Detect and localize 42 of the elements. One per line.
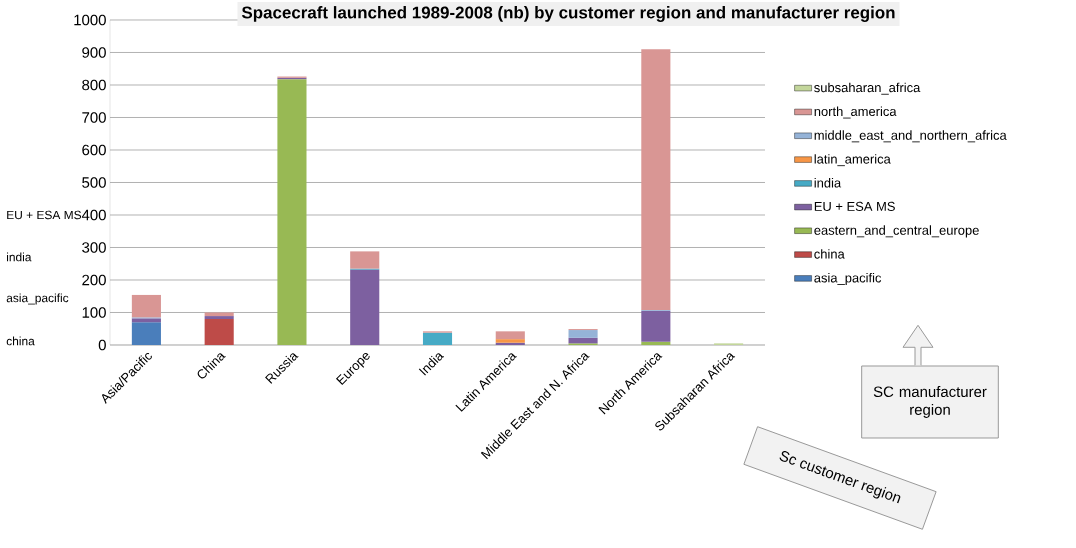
legend-label: middle_east_and_northern_africa	[814, 130, 1007, 143]
y-tick-label: 500	[82, 177, 106, 188]
bar	[350, 251, 380, 269]
y-tick-label: 700	[82, 112, 106, 123]
bar	[641, 310, 671, 342]
bar	[131, 322, 161, 345]
text: asia_pacific	[6, 293, 69, 305]
bar	[568, 330, 598, 338]
legend-label: india	[814, 177, 842, 188]
y-tick-label: 900	[82, 47, 106, 58]
legend-label: EU + ESA MS	[814, 201, 895, 211]
legend-label: subsaharan_africa	[814, 82, 921, 95]
text: EU + ESA MS	[7, 210, 82, 220]
bar	[568, 337, 598, 344]
bar	[204, 312, 234, 317]
bar	[131, 294, 161, 318]
legend-label: latin_america	[814, 154, 891, 167]
y-tick-label: 0	[98, 339, 106, 351]
y-tick-label: 200	[82, 274, 106, 286]
y-tick-label: 300	[82, 242, 106, 253]
bar	[350, 269, 380, 345]
legend-label: asia_pacific	[814, 272, 882, 286]
text: china	[6, 336, 35, 346]
bar	[641, 49, 671, 310]
bar	[641, 341, 671, 345]
bar	[495, 331, 525, 340]
bar	[131, 318, 161, 323]
y-tick-label: 100	[82, 307, 106, 318]
legend-label: china	[814, 249, 845, 259]
text: SC manufacturer region	[873, 386, 987, 418]
y-tick-label: 1000	[74, 14, 106, 26]
bar	[204, 316, 234, 319]
text: india	[7, 252, 32, 262]
y-tick-label: 400	[81, 209, 106, 221]
chart-title: Spacecraft launched 1989-2008 (nb) by customer region and manufacturer region	[241, 6, 895, 22]
y-tick-label: 800	[82, 79, 106, 91]
legend-label: north_america	[814, 106, 897, 119]
bar	[422, 332, 453, 345]
bar	[277, 79, 307, 345]
y-tick-label: 600	[82, 144, 106, 156]
bar	[204, 318, 234, 345]
legend-label: eastern_and_central_europe	[814, 225, 979, 238]
